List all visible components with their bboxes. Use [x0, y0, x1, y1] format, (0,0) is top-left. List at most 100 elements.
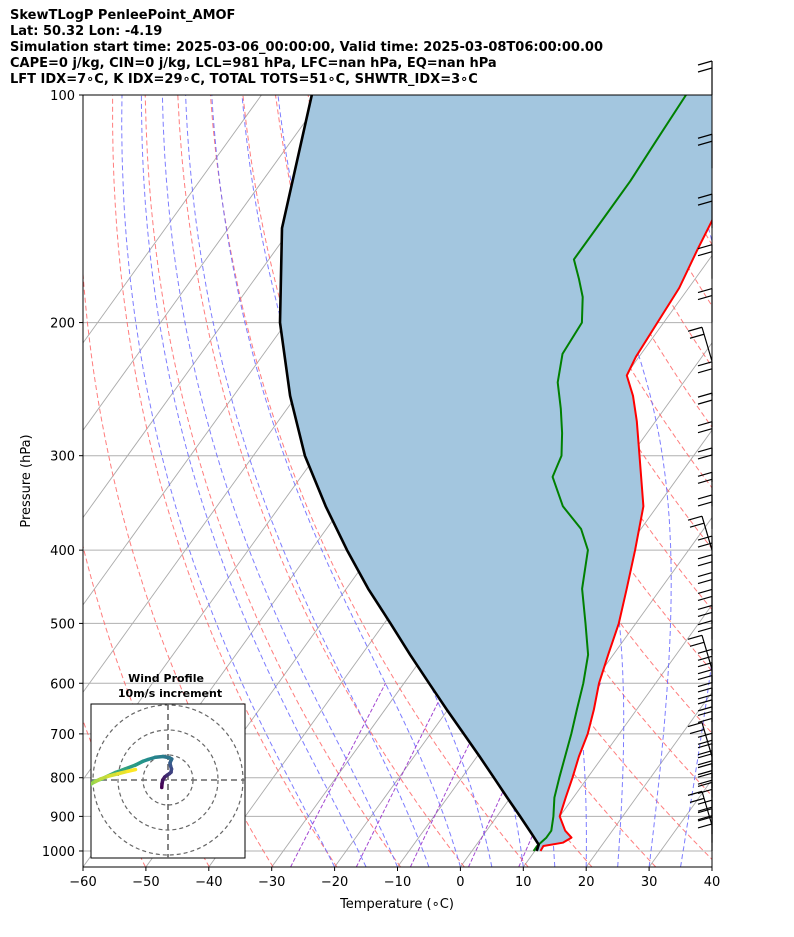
isotherm-line: [585, 691, 712, 867]
wind-barb-flag: [697, 674, 713, 681]
mixing-ratio-line: [409, 683, 500, 867]
wind-barb-flag: [687, 515, 703, 521]
moist-adiabat-line: [161, 95, 398, 867]
wind-barb-flag: [697, 620, 713, 626]
wind-barb-flag: [697, 743, 713, 749]
x-tick-label: −10: [384, 875, 411, 890]
hodograph-segment: [113, 767, 128, 775]
dry-adiabat-line: [698, 95, 712, 122]
isotherm-line: [711, 866, 712, 867]
mixing-ratio-line: [355, 683, 449, 867]
wind-barb-flag: [689, 333, 705, 339]
wind-barb-flag: [697, 478, 713, 484]
y-tick-label: 400: [50, 544, 75, 559]
wind-barb-staff: [701, 327, 713, 362]
x-tick-label: 20: [578, 875, 595, 890]
wind-barb-flag: [697, 595, 713, 601]
profile-lines: [278, 95, 712, 852]
dry-adiabat-line: [112, 95, 338, 867]
wind-barb-flag: [697, 494, 713, 500]
wind-barb: [697, 471, 713, 507]
wind-barb-flag: [697, 710, 713, 716]
moist-adiabat-line: [185, 95, 430, 867]
hodograph-title: Wind Profile: [128, 672, 204, 685]
x-axis-ticks: −60 −50 −40 −30 −20 −10 0 10 20 30 40: [69, 867, 720, 890]
wind-barb-flag: [697, 368, 713, 374]
x-tick-label: −30: [258, 875, 285, 890]
wind-barb-flag: [697, 60, 713, 66]
wind-barb-flag: [697, 133, 713, 139]
wind-barb: [697, 699, 713, 734]
wind-barb-flag: [697, 578, 713, 585]
wind-barb: [687, 326, 713, 362]
wind-barb-flag: [697, 732, 713, 738]
y-axis-ticks: 1000 900 800 700 600 500 400 300 200 100: [42, 89, 83, 860]
isotherm-line: [522, 604, 712, 867]
wind-barb-flag: [697, 200, 713, 206]
moist-adiabat-line: [140, 95, 367, 867]
wind-barb: [687, 721, 713, 757]
wind-barb-flag: [689, 728, 705, 735]
wind-barb-flag: [697, 669, 713, 675]
wind-barb-flag: [697, 781, 713, 787]
isotherm-line: [83, 95, 325, 431]
wind-barb-flag: [697, 706, 713, 712]
wind-barb-flag: [697, 501, 713, 507]
wind-barb-flag: [697, 655, 713, 661]
dry-adiabat-line: [535, 95, 712, 429]
wind-barb: [697, 133, 713, 169]
indices-line-2: LFT IDX=7∘C, K IDX=29∘C, TOTAL TOTS=51∘C…: [10, 72, 478, 87]
wind-barb-flag: [697, 193, 713, 199]
wind-barb-flag: [697, 806, 713, 812]
wind-barb-flag: [687, 326, 703, 332]
wind-barb-flag: [697, 251, 713, 257]
y-tick-label: 100: [50, 89, 75, 104]
hodograph-inset: Wind Profile 10m/s increment: [87, 672, 246, 859]
wind-barbs: [687, 60, 713, 851]
wind-barb: [697, 687, 713, 722]
wind-barb: [697, 816, 713, 851]
wind-barb-flag: [697, 361, 713, 367]
x-tick-label: 10: [515, 875, 532, 890]
x-tick-label: 30: [641, 875, 658, 890]
hodograph-subtitle: 10m/s increment: [118, 687, 222, 700]
wind-barb-flag: [697, 554, 713, 560]
wind-barb-flag: [697, 454, 713, 460]
temperature-line: [539, 218, 712, 852]
wind-barb: [697, 554, 713, 589]
wind-barb-flag: [697, 140, 713, 146]
hodograph-segment: [123, 763, 138, 771]
hodograph-segment: [87, 787, 88, 788]
dry-adiabat-line: [144, 95, 402, 867]
wind-barb: [687, 515, 713, 551]
hodograph-segment: [91, 782, 93, 786]
y-tick-label: 500: [50, 617, 75, 632]
wind-barb-flag: [697, 604, 713, 611]
wind-barb-flag: [697, 421, 713, 427]
wind-barb-flag: [697, 294, 713, 301]
wind-barb: [697, 60, 713, 95]
location-line: Lat: 50.32 Lon: -4.19: [10, 24, 163, 39]
chart-title: SkewTLogP PenleePoint_AMOF: [10, 8, 236, 23]
parcel-line: [278, 95, 540, 852]
hodograph-rings: [91, 704, 245, 858]
wind-barb: [697, 392, 713, 428]
wind-barb-staff: [701, 722, 713, 757]
dewpoint-line: [532, 95, 687, 852]
dry-adiabat-line: [209, 95, 529, 867]
y-axis-title: Pressure (hPa): [19, 434, 34, 527]
wind-barb-flag: [697, 779, 713, 785]
wind-barb-flag: [697, 588, 713, 594]
wind-barb: [697, 674, 713, 710]
x-tick-label: 40: [704, 875, 721, 890]
moist-adiabat-line: [711, 864, 712, 867]
x-tick-label: −20: [321, 875, 348, 890]
dry-adiabat-line: [177, 95, 465, 867]
wind-barb-flag: [697, 770, 713, 776]
wind-barb-flag: [697, 627, 713, 633]
dry-adiabat-line: [372, 95, 712, 734]
wind-barb-flag: [697, 561, 713, 567]
wind-barb: [697, 648, 713, 684]
y-tick-label: 200: [50, 317, 75, 332]
